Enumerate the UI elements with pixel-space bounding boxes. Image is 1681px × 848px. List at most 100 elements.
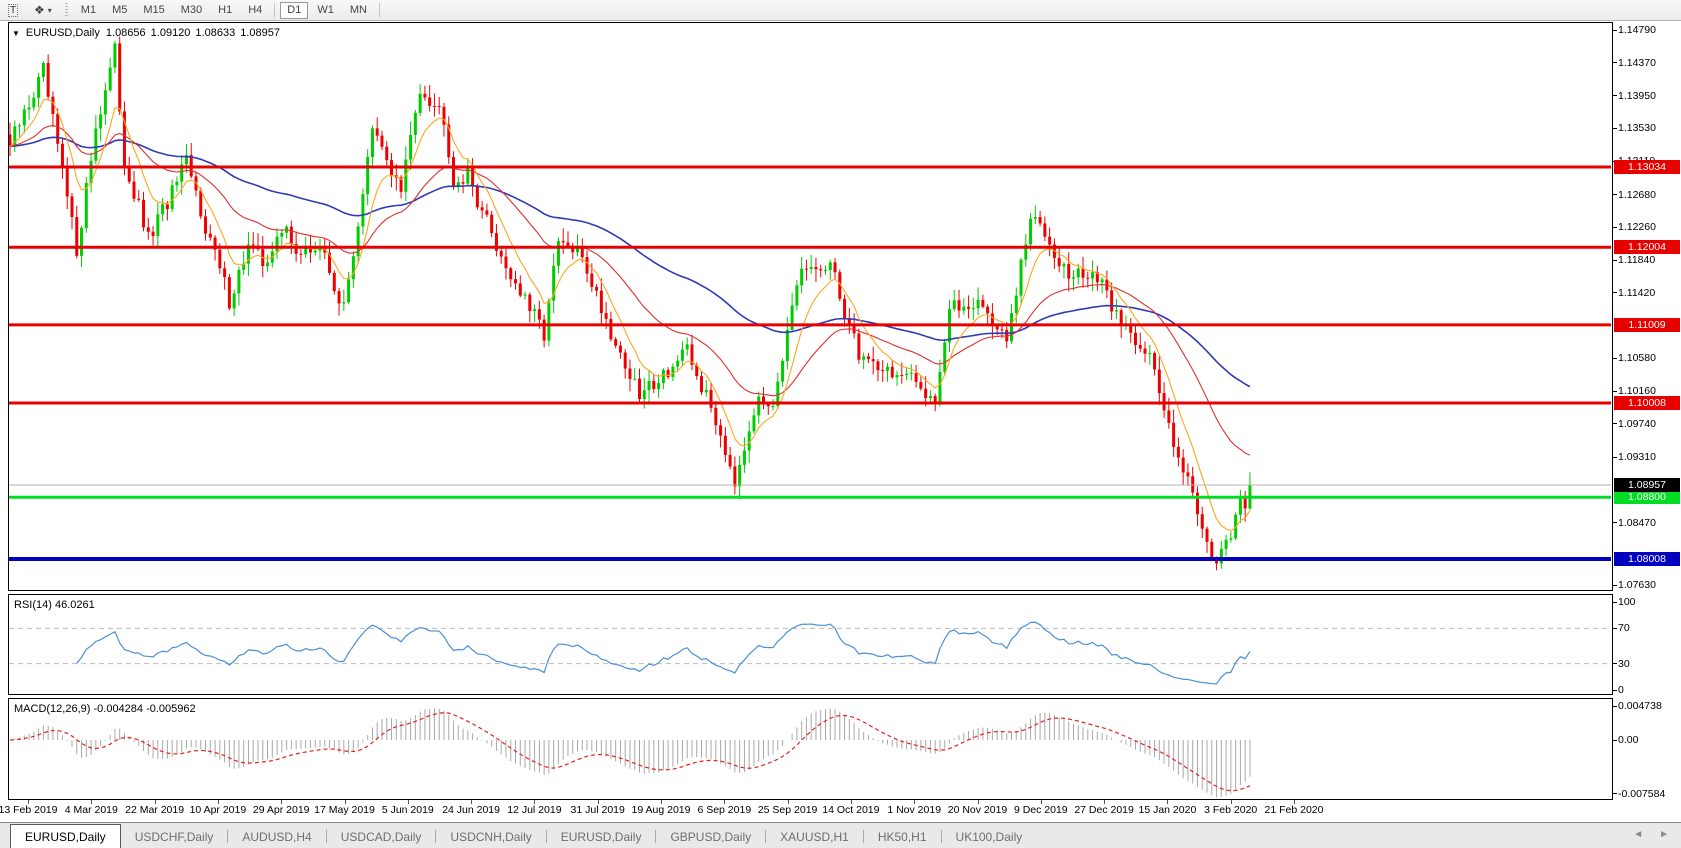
date-label: 13 Feb 2019 [0,804,58,816]
macd-tick-mark [1613,793,1617,795]
date-label: 10 Apr 2019 [189,804,247,816]
toolbar-separator [274,2,276,18]
date-label: 20 Nov 2019 [947,804,1008,816]
date-label: 9 Dec 2019 [1013,804,1068,816]
price-tick-mark [1613,357,1617,359]
ohlc-low: 1.08633 [195,27,236,39]
toolbar-separator [378,2,380,18]
rsi-tick-mark [1613,601,1617,603]
timeframe-button-m1[interactable]: M1 [80,4,97,16]
price-tick-mark [1613,62,1617,64]
price-tick-mark [1613,423,1617,425]
price-tick-label: 1.07630 [1618,579,1656,591]
timeframe-button-m30[interactable]: M30 [180,4,203,16]
macd-tick-mark [1613,705,1617,707]
tab-separator [545,830,547,843]
tab-usdchf-daily[interactable]: USDCHF,Daily [134,830,214,844]
timeframe-button-h1[interactable]: H1 [218,4,233,16]
tab-audusd-h4[interactable]: AUDUSD,H4 [242,830,312,844]
date-tick-mark [597,800,599,804]
rsi-scale-label: 0 [1618,684,1624,696]
rsi-tick-mark [1613,627,1617,629]
hline-price-label: 1.10008 [1614,395,1680,410]
tab-separator [765,830,767,843]
timeframe-button-d1[interactable]: D1 [280,1,309,19]
macd-value: -0.004284 [93,703,144,715]
price-tick-label: 1.09740 [1618,417,1656,430]
tab-uk100-daily[interactable]: UK100,Daily [955,830,1023,844]
date-tick-mark [914,800,916,804]
price-tick-mark [1613,390,1617,392]
current-price-label: 1.08957 [1614,477,1680,492]
date-label: 15 Jan 2020 [1138,804,1197,816]
timeframe-button-h4[interactable]: H4 [248,4,263,16]
price-tick-mark [1613,226,1617,228]
price-chart-panel[interactable] [8,22,1613,591]
macd-scale-label: -0.007584 [1618,787,1666,800]
price-tick-mark [1613,127,1617,129]
price-tick-mark [1613,259,1617,261]
macd-indicator-panel[interactable] [8,698,1613,800]
ohlc-high: 1.09120 [150,27,191,39]
date-tick-mark [471,800,473,804]
price-tick-mark [1613,292,1617,294]
tab-xauusd-h1[interactable]: XAUUSD,H1 [780,830,849,844]
date-label: 1 Nov 2019 [887,804,942,816]
timeframe-button-m15[interactable]: M15 [143,4,165,16]
date-label: 22 Mar 2019 [125,804,185,816]
tab-usdcnh-daily[interactable]: USDCNH,Daily [450,830,532,844]
price-tick-label: 1.13530 [1618,122,1656,135]
timeframe-button-m5[interactable]: M5 [112,4,128,16]
tab-separator [325,830,327,843]
date-tick-mark [344,800,346,804]
date-tick-mark [91,800,93,804]
symbol-name: EURUSD,Daily [25,27,100,39]
toolbar-grip [62,2,70,18]
date-tick-mark [217,800,219,804]
price-tick-mark [1613,95,1617,97]
indicators-tool-button[interactable]: ❖ ▾ [27,2,59,19]
tab-separator [940,830,942,843]
tab-eurusd-daily[interactable]: EURUSD,Daily [10,824,121,848]
tab-hk50-h1[interactable]: HK50,H1 [877,830,927,844]
date-label: 24 Jun 2019 [442,804,500,816]
timeframe-button-group: M1 M5 M15 M30 H1 H4 D1 W1 MN [73,1,384,19]
rsi-label: RSI(14) 46.0261 [14,599,95,611]
tab-scroll-right-icon[interactable]: ► [1659,829,1669,840]
price-tick-mark [1613,456,1617,458]
price-tick-label: 1.11840 [1618,254,1656,267]
hline-price-label: 1.08800 [1614,490,1680,505]
tab-scroll-left-icon[interactable]: ◄ [1633,829,1644,840]
date-label: 4 Mar 2019 [64,804,118,816]
date-tick-mark [1230,800,1232,804]
tab-separator [435,830,437,843]
timeframe-button-mn[interactable]: MN [349,4,367,16]
price-tick-mark [1613,29,1617,31]
ohlc-close: 1.08957 [240,27,280,39]
top-toolbar: T ❖ ▾ M1 M5 M15 M30 H1 H4 D1 W1 MN [0,0,1681,21]
chart-tab-bar: EURUSD,Daily USDCHF,Daily AUDUSD,H4 USDCAD,… [0,822,1681,848]
tab-usdcad-daily[interactable]: USDCAD,Daily [340,830,422,844]
date-tick-mark [28,800,29,804]
date-label: 29 Apr 2019 [252,804,310,816]
indicators-icon: ❖ [34,3,45,17]
date-axis[interactable] [8,800,1613,822]
date-tick-mark [850,800,852,804]
macd-signal-value: -0.005962 [146,703,196,715]
tab-gbpusd-daily[interactable]: GBPUSD,Daily [670,830,752,844]
tab-eurusd-daily[interactable]: EURUSD,Daily [560,830,642,844]
hline-price-label: 1.13034 [1614,159,1680,174]
symbol-dropdown-icon[interactable]: ▼ [12,28,20,38]
rsi-indicator-panel[interactable] [8,594,1613,695]
rsi-scale-label: 30 [1618,657,1630,670]
date-label: 14 Oct 2019 [822,804,880,816]
price-axis[interactable] [1613,22,1681,800]
price-tick-label: 1.11420 [1618,286,1656,299]
text-label-tool-button[interactable]: T [1,2,25,19]
date-label: 27 Dec 2019 [1074,804,1134,816]
date-label: 5 Jun 2019 [381,804,434,816]
price-tick-label: 1.12260 [1618,221,1656,234]
hline-price-label: 1.08008 [1614,551,1680,566]
timeframe-button-w1[interactable]: W1 [317,4,334,16]
price-tick-label: 1.09310 [1618,451,1656,464]
